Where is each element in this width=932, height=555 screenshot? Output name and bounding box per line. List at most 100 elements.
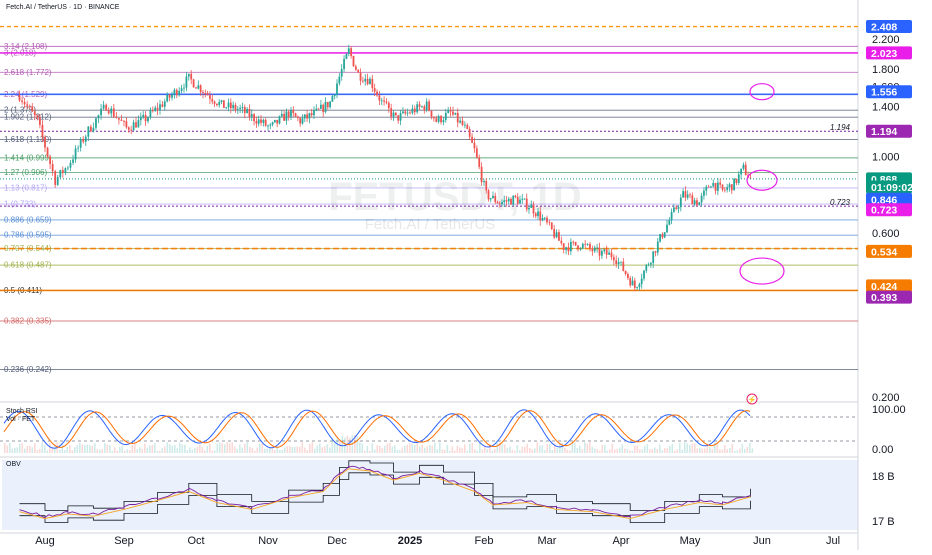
volume-bar — [61, 443, 64, 453]
candle-body — [532, 204, 535, 214]
candle-body — [435, 118, 438, 122]
candle-body — [313, 110, 315, 116]
candle-body — [514, 195, 517, 197]
candle-body — [737, 174, 740, 183]
candle-body — [225, 107, 228, 109]
price-badge[interactable] — [866, 192, 912, 206]
volume-bar — [701, 448, 704, 453]
volume-bar — [129, 450, 131, 453]
candle-body — [274, 119, 276, 123]
candle-body — [168, 94, 171, 98]
volume-bar — [21, 443, 24, 453]
volume-bar — [86, 444, 89, 453]
candle-body — [380, 100, 383, 102]
stoch-k-line — [3, 409, 751, 449]
candle-body — [67, 167, 69, 169]
volume-bar — [331, 437, 334, 453]
volume-bar — [206, 445, 209, 453]
volume-bar — [526, 443, 529, 453]
price-badge[interactable] — [866, 244, 912, 258]
candle-body — [290, 109, 292, 117]
highlight-circle — [746, 169, 778, 191]
alert-icon[interactable] — [746, 393, 758, 405]
candle-body — [714, 182, 717, 191]
volume-bar — [224, 444, 226, 453]
symbol-title[interactable]: Fetch.AI / TetherUS · 1D · BINANCE — [6, 4, 120, 11]
candle-body — [159, 104, 161, 110]
volume-bar — [186, 450, 189, 453]
volume-bar — [109, 444, 111, 453]
volume-bar — [536, 442, 539, 453]
candle-body — [475, 148, 478, 158]
candle-body — [54, 171, 57, 185]
candle-body — [49, 156, 51, 165]
volume-bar — [159, 450, 161, 453]
candle-body — [707, 186, 710, 188]
price-badge-label: 1.556 — [871, 87, 897, 99]
fib-level-label: 1.618 (1.130) — [4, 135, 52, 144]
candle-body — [276, 119, 279, 124]
candle-body — [677, 207, 680, 209]
highlight-circle — [749, 83, 775, 101]
price-badge[interactable] — [866, 180, 912, 194]
price-badge[interactable] — [866, 20, 912, 34]
candle-body — [283, 113, 285, 121]
candle-body — [151, 110, 154, 112]
volume-bar — [599, 450, 601, 453]
volume-bar — [46, 450, 49, 453]
candle-body — [459, 120, 462, 123]
candle-body — [447, 110, 450, 113]
price-badge[interactable] — [866, 124, 912, 138]
price-badge[interactable] — [866, 85, 912, 99]
volume-bar — [539, 445, 541, 453]
price-badge[interactable] — [866, 290, 912, 304]
candle-body — [390, 108, 393, 117]
volume-bar — [509, 446, 511, 453]
volume-bar — [424, 447, 426, 453]
candle-body — [123, 120, 125, 122]
candle-body — [243, 107, 246, 114]
volume-bar — [139, 447, 141, 453]
candle-body — [622, 261, 625, 271]
candle-body — [92, 127, 95, 132]
candle-body — [437, 116, 440, 122]
candle-body — [345, 53, 348, 59]
candle-body — [61, 170, 64, 173]
volume-bar — [721, 449, 724, 453]
price-badge[interactable] — [866, 203, 912, 217]
volume-bar — [294, 446, 296, 453]
candle-body — [562, 243, 565, 251]
volume-bar — [624, 448, 626, 453]
candle-body — [26, 104, 29, 106]
candle-body — [584, 243, 587, 245]
obv-line — [19, 465, 751, 519]
volume-bar — [79, 442, 81, 453]
volume-bar — [161, 447, 164, 453]
volume-bar — [551, 450, 554, 453]
candle-body — [565, 247, 567, 251]
candle-body — [553, 229, 556, 238]
volume-bar — [649, 449, 651, 453]
candle-body — [347, 48, 350, 54]
volume-bar — [579, 445, 581, 453]
volume-bar — [319, 443, 321, 453]
volume-bar — [571, 442, 574, 453]
volume-bar — [689, 444, 691, 453]
volume-bar — [296, 446, 299, 453]
volume-bar — [494, 448, 496, 453]
volume-bar — [516, 445, 519, 453]
volume-bar — [304, 447, 306, 453]
volume-bar — [561, 442, 564, 453]
volume-bar — [684, 442, 686, 453]
candle-body — [301, 118, 304, 124]
candle-body — [336, 83, 338, 95]
candle-body — [82, 139, 85, 142]
candle-body — [79, 139, 82, 148]
candle-body — [232, 104, 235, 109]
candle-body — [369, 78, 371, 85]
candle-body — [404, 111, 407, 114]
candle-body — [555, 232, 558, 238]
price-badge[interactable] — [866, 46, 912, 60]
price-badge[interactable] — [866, 279, 912, 293]
volume-bar — [491, 450, 494, 453]
